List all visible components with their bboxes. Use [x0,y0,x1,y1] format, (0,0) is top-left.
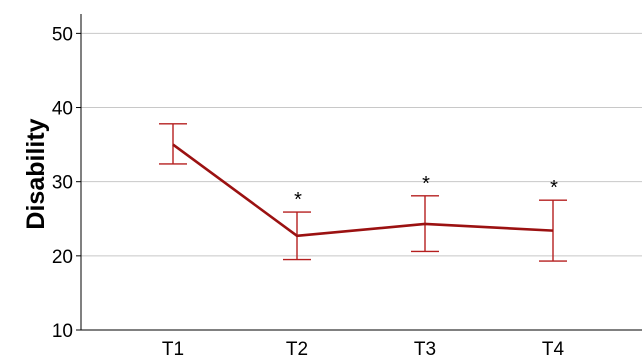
y-tick-labels: 10 20 30 40 50 [52,24,73,342]
y-tick-label-20: 20 [52,247,73,268]
x-tick-label-t3: T3 [414,339,436,358]
error-bars [159,123,567,262]
y-tick-label-30: 30 [52,173,73,194]
x-tick-labels: T1 T2 T3 T4 [162,339,565,358]
x-tick-label-t4: T4 [542,339,565,358]
significance-marker-t4: * [550,177,558,199]
x-tick-label-t2: T2 [286,339,308,358]
series-line [172,143,554,238]
significance-markers: * * * [294,173,558,211]
y-tick-label-50: 50 [52,24,73,45]
axes [76,14,642,331]
error-bar-t1 [159,123,187,165]
gridlines [81,32,642,257]
y-tick-label-40: 40 [52,99,73,120]
significance-marker-t2: * [294,189,302,211]
series-lines [172,143,554,238]
significance-marker-t3: * [422,173,430,195]
y-axis-title: Disability [22,118,50,229]
y-tick-label-10: 10 [52,321,73,342]
x-tick-label-t1: T1 [162,339,184,358]
